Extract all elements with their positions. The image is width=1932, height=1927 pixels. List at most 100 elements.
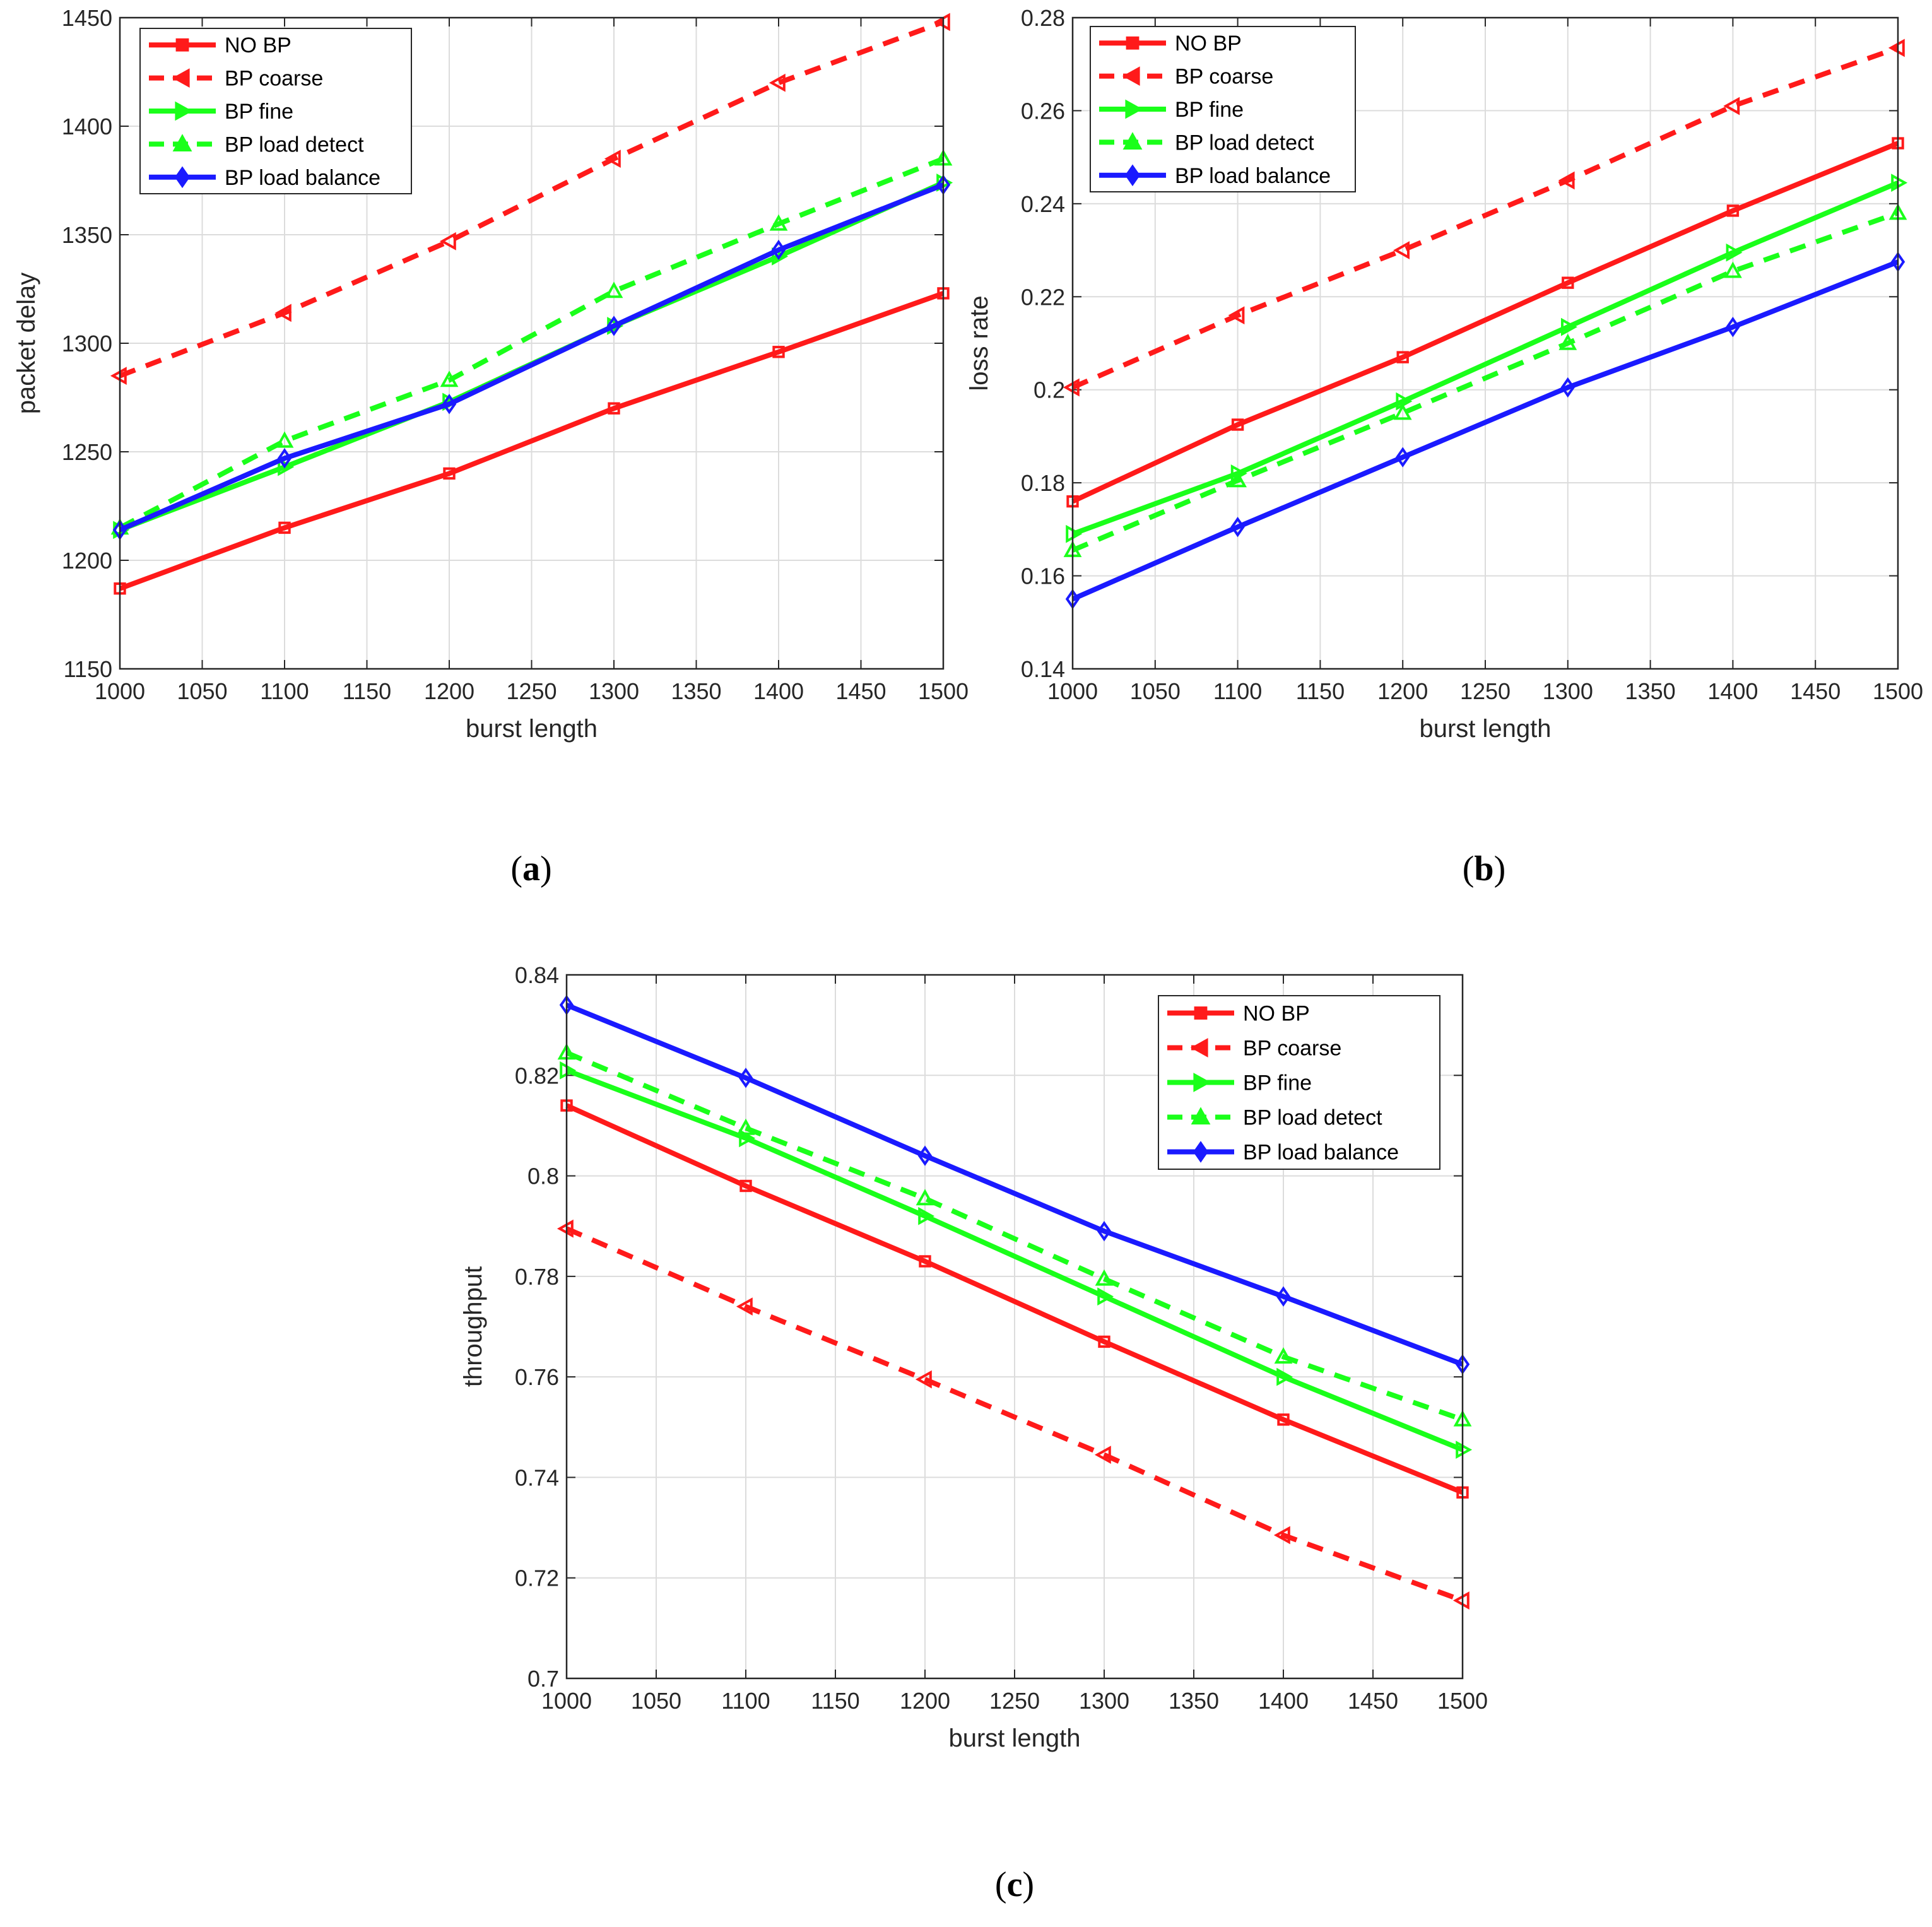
data-point: [1231, 418, 1244, 431]
x-axis-title: burst length: [1419, 715, 1551, 743]
data-point: [918, 1206, 935, 1225]
series-line: [565, 1103, 1464, 1495]
data-point: [274, 303, 292, 322]
legend-entry: BP fine: [1175, 98, 1244, 122]
y-tick-label: 0.78: [515, 1264, 559, 1290]
legend-entry: BP load balance: [225, 166, 380, 190]
y-tick-label: 0.14: [1021, 656, 1065, 682]
legend-marker: [1194, 1006, 1208, 1020]
legend-marker: [1193, 1073, 1211, 1092]
series-bp-load-balance: [112, 174, 951, 540]
data-point: [1095, 1269, 1114, 1286]
legend-marker: [172, 68, 190, 88]
legend-marker: [1126, 36, 1140, 50]
x-tick-label: 1050: [1130, 678, 1181, 704]
x-tick-label: 1250: [506, 678, 557, 704]
y-tick-label: 0.72: [515, 1565, 559, 1591]
x-tick-label: 1350: [671, 678, 721, 704]
caption-b: (b): [1463, 849, 1505, 888]
data-point: [1726, 243, 1743, 262]
legend-entry: BP fine: [1243, 1071, 1312, 1095]
x-tick-label: 1300: [1543, 678, 1593, 704]
legend-entry: BP load detect: [1243, 1106, 1382, 1130]
data-point: [1560, 377, 1576, 398]
y-tick-label: 0.84: [515, 962, 559, 988]
legend-entry: BP fine: [225, 100, 293, 124]
data-point: [1228, 306, 1245, 325]
axes-frame: [119, 16, 945, 670]
x-tick-label: 1150: [811, 1688, 859, 1714]
data-point: [1277, 1413, 1290, 1426]
legend-entry: BP load detect: [225, 133, 364, 156]
y-tick-label: 0.16: [1021, 563, 1065, 589]
x-tick-label: 1150: [1296, 678, 1345, 704]
data-point: [277, 448, 292, 469]
y-tick-label: 1450: [62, 5, 112, 31]
data-point: [606, 315, 621, 336]
data-point: [916, 1189, 934, 1206]
x-tick-label: 1050: [177, 678, 227, 704]
data-point: [1393, 403, 1412, 420]
data-point: [275, 431, 294, 448]
legend-marker: [175, 101, 193, 121]
y-tick-label: 0.8: [527, 1164, 559, 1189]
caption-a: (a): [510, 849, 551, 888]
data-point: [917, 1145, 933, 1166]
y-tick-label: 1350: [62, 222, 112, 248]
x-tick-label: 1050: [631, 1688, 681, 1714]
data-point: [439, 232, 456, 250]
caption-c: (c): [995, 1865, 1034, 1904]
x-tick-label: 1100: [1213, 678, 1262, 704]
chart-a: 1000 1050 1100 1150 1200 1250 1300 1350 1400 1450…: [13, 5, 969, 888]
data-point: [1274, 1347, 1293, 1364]
y-tick-label: 0.22: [1021, 284, 1065, 310]
data-point: [915, 1370, 932, 1389]
series-line: [1071, 259, 1899, 602]
legend-entry: NO BP: [1243, 1002, 1310, 1026]
x-tick-label: 1000: [95, 678, 145, 704]
data-point: [604, 281, 623, 298]
legend-entry: BP load balance: [1175, 164, 1331, 188]
y-axis-title: throughput: [459, 1266, 487, 1387]
legend: NO BP BP coarse BP fine BP load detect BP lo…: [139, 28, 412, 194]
data-point: [736, 1118, 755, 1135]
x-tick-label: 1400: [1707, 678, 1758, 704]
series-bp-load-detect: [1063, 203, 1907, 557]
x-tick-label: 1350: [1169, 1688, 1219, 1714]
data-point: [1276, 1286, 1291, 1307]
data-point: [604, 150, 621, 168]
data-point: [772, 346, 785, 358]
legend-entry: BP coarse: [1175, 65, 1273, 89]
data-point: [1723, 97, 1740, 115]
x-tick-label: 1000: [1047, 678, 1098, 704]
legend-marker: [1122, 66, 1140, 86]
data-point: [769, 214, 788, 231]
series-line: [1071, 141, 1899, 504]
y-tick-label: 1250: [62, 439, 112, 465]
data-point: [771, 239, 786, 261]
y-tick-label: 0.26: [1021, 98, 1065, 124]
legend-marker: [174, 166, 191, 189]
series-no-bp: [114, 287, 950, 595]
data-point: [1558, 333, 1577, 350]
data-point: [919, 1255, 931, 1268]
data-point: [1273, 1526, 1290, 1545]
x-tick-label: 1200: [424, 678, 474, 704]
legend-marker: [1191, 1107, 1211, 1125]
x-tick-label: 1500: [918, 678, 969, 704]
data-point: [440, 370, 459, 387]
data-point: [739, 1179, 752, 1193]
legend-entry: BP coarse: [225, 67, 323, 91]
legend-entry: BP load balance: [1243, 1141, 1399, 1165]
series-line: [119, 20, 945, 379]
x-tick-label: 1500: [1437, 1688, 1488, 1714]
x-tick-label: 1500: [1873, 678, 1923, 704]
legend-marker: [1125, 99, 1143, 119]
data-point: [1098, 1335, 1110, 1348]
legend-marker: [1190, 1038, 1208, 1058]
legend-marker: [1193, 1141, 1209, 1163]
data-point: [1230, 517, 1245, 538]
series-line: [119, 182, 945, 533]
